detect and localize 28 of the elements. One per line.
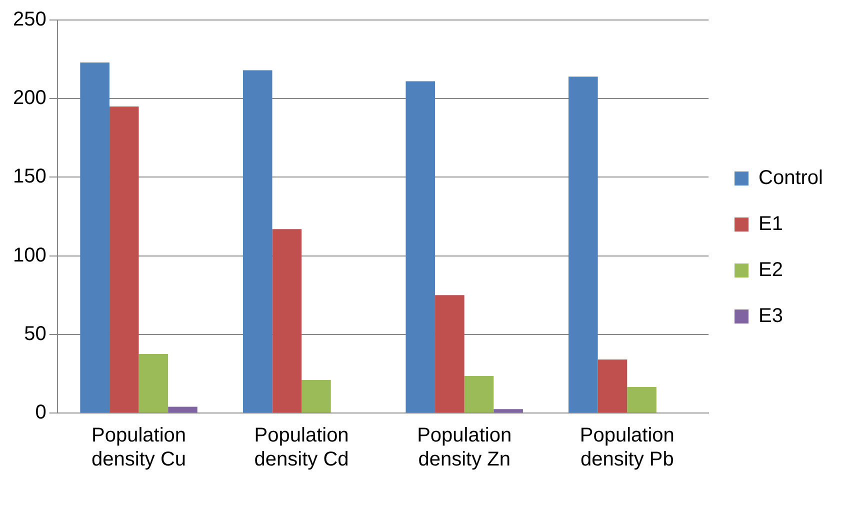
y-tick-label: 50 <box>24 322 46 345</box>
y-tick-label: 250 <box>12 8 46 31</box>
bar <box>80 62 110 412</box>
bar <box>435 295 464 412</box>
bar <box>627 387 656 412</box>
x-tick-label: Population density Cd <box>254 424 349 471</box>
bar <box>406 81 436 412</box>
bar <box>138 354 168 412</box>
x-tick-label: Population density Zn <box>417 424 512 471</box>
y-tick-label: 0 <box>35 402 46 424</box>
legend-label: E3 <box>758 305 783 328</box>
legend-label: E2 <box>758 259 783 282</box>
bar <box>302 380 331 412</box>
legend-label: E1 <box>758 213 783 236</box>
bar <box>109 106 139 412</box>
bar <box>272 229 302 412</box>
bar <box>598 360 628 412</box>
bar <box>494 409 523 412</box>
y-tick-label: 100 <box>12 244 46 266</box>
bar <box>464 376 494 412</box>
y-tick-label: 150 <box>12 166 46 188</box>
y-tick-label: 200 <box>12 87 46 110</box>
x-tick-label: Population density Pb <box>580 424 674 471</box>
legend-label: Control <box>758 167 824 190</box>
bar <box>568 76 598 412</box>
x-tick-label: Population density Cu <box>92 424 186 471</box>
bar <box>242 70 272 412</box>
bar <box>168 406 198 412</box>
